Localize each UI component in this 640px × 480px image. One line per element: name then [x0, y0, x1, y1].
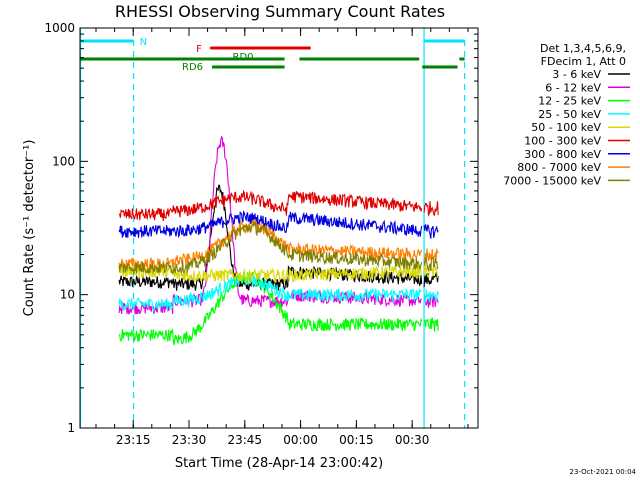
- legend-header: FDecim 1, Att 0: [541, 55, 626, 68]
- flag-bars: F RD0 RD6: [80, 44, 465, 73]
- y-tick-label: 100: [52, 154, 75, 168]
- night-label: N: [140, 37, 147, 48]
- legend-label: 6 - 12 keV: [545, 81, 601, 94]
- chart-title: RHESSI Observing Summary Count Rates: [115, 2, 445, 21]
- x-tick-label: 23:45: [227, 433, 262, 447]
- series-line: [118, 210, 439, 239]
- rd6-label: RD6: [182, 62, 203, 73]
- series-line: [118, 271, 439, 346]
- legend-header: Det 1,3,4,5,6,9,: [540, 42, 626, 55]
- series-line: [118, 272, 439, 312]
- legend-label: 12 - 25 keV: [538, 95, 601, 108]
- y-tick-label: 1000: [44, 21, 75, 35]
- y-tick-label: 1: [67, 421, 75, 435]
- x-tick-label: 00:30: [395, 433, 430, 447]
- legend-label: 100 - 300 keV: [524, 135, 601, 148]
- legend: Det 1,3,4,5,6,9,FDecim 1, Att 03 - 6 keV…: [503, 42, 630, 187]
- x-axis-label: Start Time (28-Apr-14 23:00:42): [175, 456, 383, 471]
- legend-label: 7000 - 15000 keV: [503, 174, 601, 187]
- x-tick-label: 00:00: [283, 433, 318, 447]
- legend-label: 25 - 50 keV: [538, 108, 601, 121]
- timestamp: 23-Oct-2021 00:04: [570, 468, 637, 476]
- series-line: [118, 189, 439, 222]
- flare-label: F: [196, 44, 202, 55]
- plot-area: [118, 136, 439, 346]
- plot-frame: [79, 27, 479, 429]
- rd0-label: RD0: [233, 52, 254, 63]
- x-tick-label: 23:30: [172, 433, 207, 447]
- y-axis-label: Count Rate (s⁻¹ detector⁻¹): [22, 140, 37, 317]
- y-tick-label: 10: [60, 288, 75, 302]
- legend-label: 3 - 6 keV: [552, 68, 601, 81]
- axes: 1 10 100 1000 23:15 23:30 23:45 00:00 00:15 00:30: [44, 21, 479, 447]
- legend-label: 300 - 800 keV: [524, 148, 601, 161]
- legend-label: 800 - 7000 keV: [517, 161, 601, 174]
- legend-label: 50 - 100 keV: [531, 121, 601, 134]
- series-line: [118, 220, 439, 275]
- x-tick-label: 23:15: [116, 433, 151, 447]
- x-tick-label: 00:15: [339, 433, 374, 447]
